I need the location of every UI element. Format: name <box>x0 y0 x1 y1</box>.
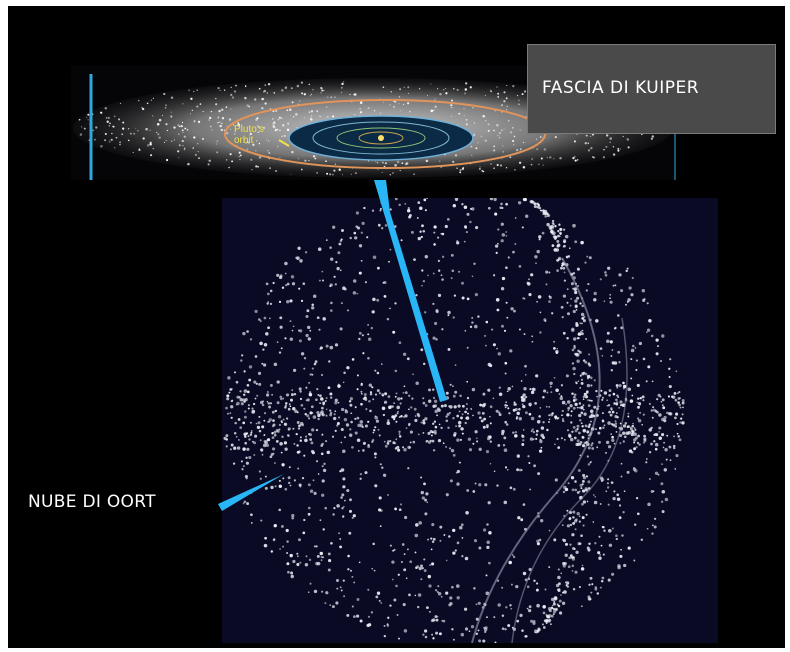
oort-particles <box>223 198 685 643</box>
oort-cloud-label: NUBE DI OORT <box>28 492 156 512</box>
pluto-orbit-label: Pluto's orbit <box>234 124 264 146</box>
pluto-orbit-label-line2: orbit <box>234 135 254 146</box>
oort-cloud-sphere <box>222 198 718 643</box>
saturn-orbit <box>358 131 404 145</box>
oort-cloud-image <box>222 198 718 643</box>
cutaway-edge-inner <box>511 317 628 643</box>
kuiper-pointer <box>374 180 447 402</box>
pluto-orbit-label-line1: Pluto's <box>234 124 264 135</box>
pointer-overlay <box>218 180 447 511</box>
uranus-orbit <box>336 127 426 149</box>
slide: FASCIA DI KUIPER Pluto's orbit NUBE DI O… <box>8 6 785 648</box>
kuiper-label-box: FASCIA DI KUIPER <box>527 44 776 134</box>
cutaway-edge <box>471 257 601 643</box>
pluto-orbit-ring <box>224 99 546 169</box>
pluto-pointer <box>278 139 290 147</box>
oort-pointer <box>218 474 284 511</box>
neptune-orbit <box>312 121 450 155</box>
sun <box>378 135 384 141</box>
kuiper-belt-label: FASCIA DI KUIPER <box>542 78 700 98</box>
